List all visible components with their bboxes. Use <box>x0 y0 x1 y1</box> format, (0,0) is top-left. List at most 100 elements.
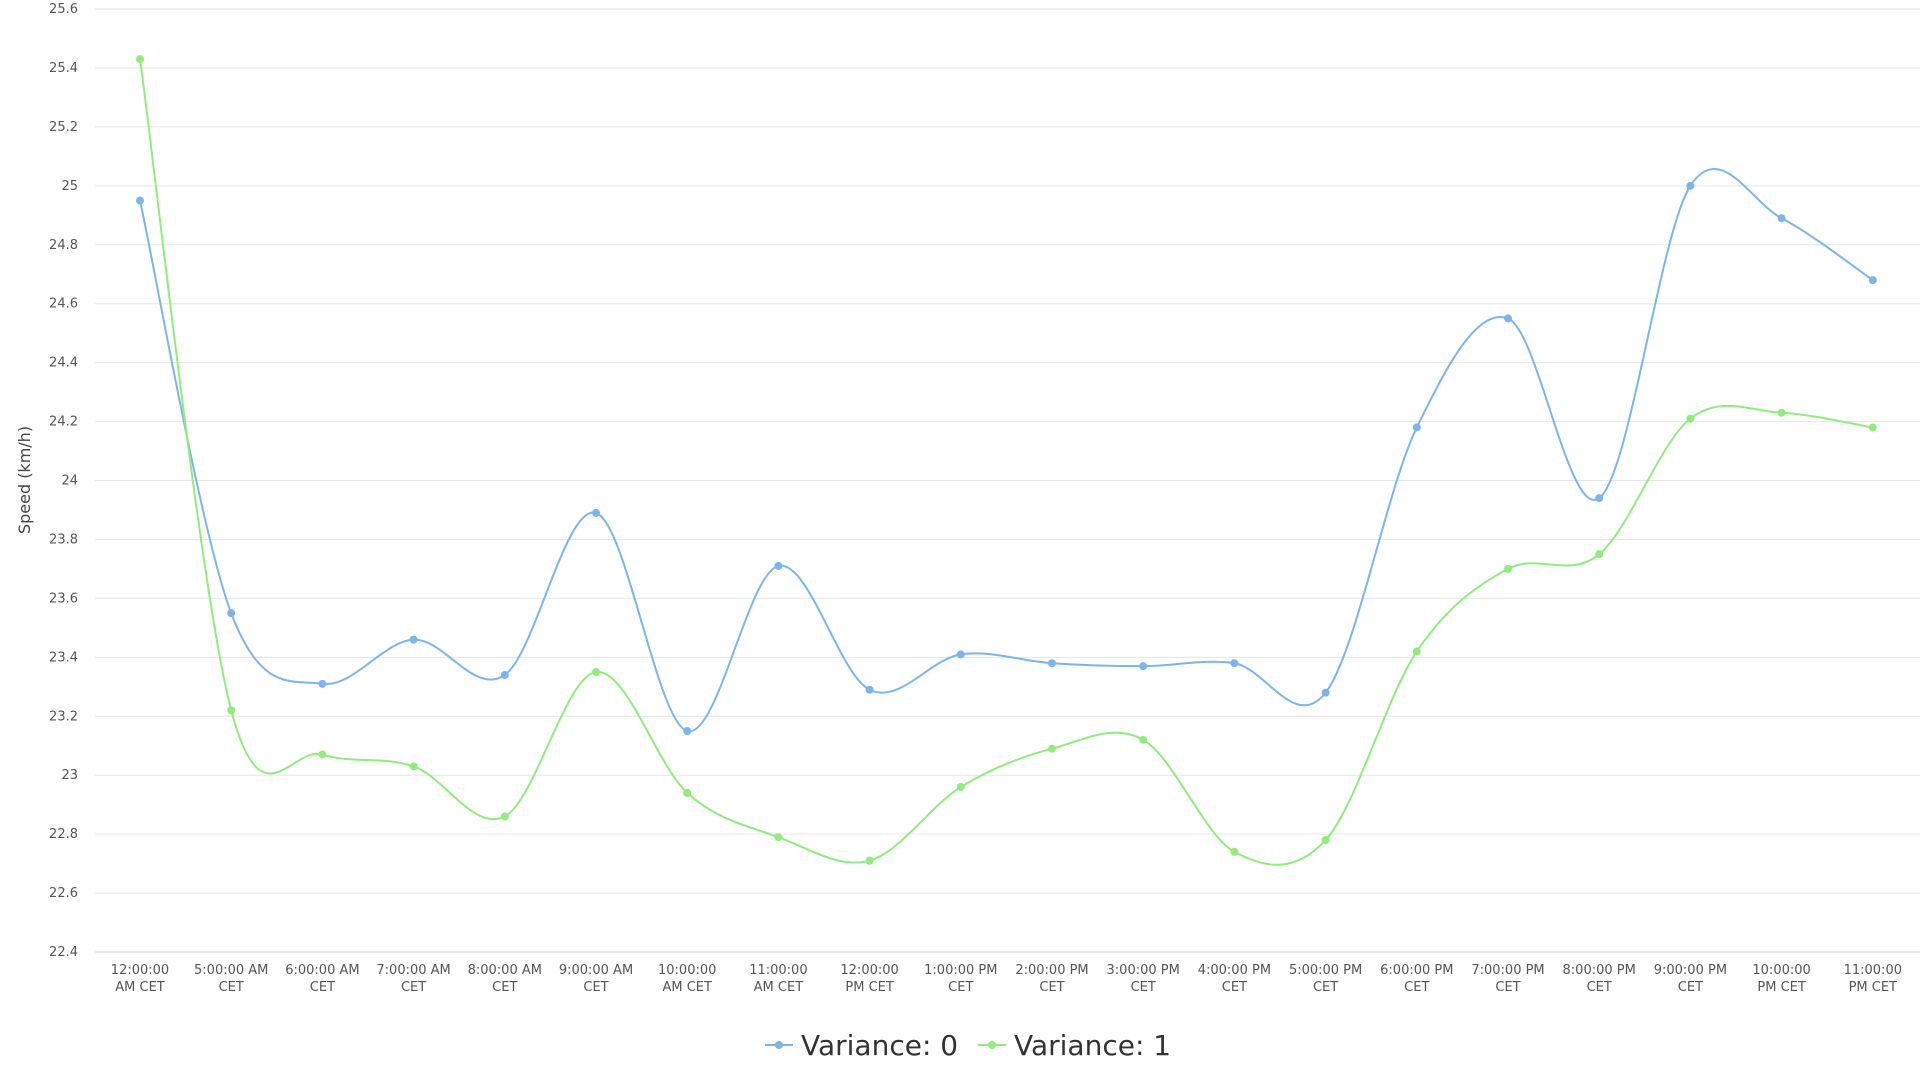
x-tick-label: 11:00:00 AM CET <box>749 963 807 995</box>
x-tick-label-line: 11:00:00 <box>1844 963 1902 978</box>
data-point[interactable] <box>1139 662 1147 670</box>
x-tick-label: 1:00:00 PM CET <box>924 963 997 995</box>
x-tick-label: 10:00:00 AM CET <box>658 963 716 995</box>
data-point[interactable] <box>1778 214 1786 222</box>
x-tick-label: 9:00:00 AM CET <box>559 963 633 995</box>
x-tick-label-line: PM CET <box>1849 980 1897 995</box>
data-point[interactable] <box>1595 550 1603 558</box>
data-point[interactable] <box>410 636 418 644</box>
y-axis-title: Speed (km/h) <box>15 426 34 534</box>
data-point[interactable] <box>774 833 782 841</box>
x-tick-label-line: 7:00:00 PM <box>1471 963 1544 978</box>
y-tick-label: 25 <box>61 179 78 194</box>
x-tick-label-line: PM CET <box>845 980 893 995</box>
data-point[interactable] <box>227 706 235 714</box>
data-point[interactable] <box>1504 565 1512 573</box>
y-tick-label: 25.2 <box>49 120 78 135</box>
x-tick-label-line: 5:00:00 PM <box>1289 963 1362 978</box>
data-point[interactable] <box>957 783 965 791</box>
x-tick-label-line: 10:00:00 <box>1752 963 1810 978</box>
x-tick-label-line: CET <box>1222 980 1247 995</box>
x-tick-label: 8:00:00 PM CET <box>1563 963 1636 995</box>
y-tick-label: 24.2 <box>49 415 78 430</box>
data-point[interactable] <box>1686 415 1694 423</box>
data-point[interactable] <box>1230 848 1238 856</box>
data-point[interactable] <box>957 650 965 658</box>
x-tick-label-line: CET <box>1313 980 1338 995</box>
x-tick-label-line: 6:00:00 PM <box>1380 963 1453 978</box>
x-tick-label-line: AM CET <box>662 980 712 995</box>
x-tick-label-line: 5:00:00 AM <box>194 963 268 978</box>
x-tick-label: 6:00:00 AM CET <box>285 963 359 995</box>
y-tick-label: 24.4 <box>49 356 78 371</box>
x-tick-label-line: AM CET <box>754 980 804 995</box>
data-point[interactable] <box>866 857 874 865</box>
x-tick-label-line: CET <box>1587 980 1612 995</box>
data-point[interactable] <box>501 671 509 679</box>
x-tick-label-line: 3:00:00 PM <box>1107 963 1180 978</box>
x-tick-label-line: CET <box>401 980 426 995</box>
data-point[interactable] <box>318 680 326 688</box>
x-axis-tick-labels: 12:00:00 AM CET 5:00:00 AM CET 6:00:00 AM CET… <box>111 963 1902 995</box>
y-tick-label: 23 <box>61 768 78 783</box>
data-point[interactable] <box>1869 276 1877 284</box>
x-tick-label-line: CET <box>1495 980 1520 995</box>
legend-item[interactable]: Variance: 1 <box>978 1029 1171 1062</box>
data-point[interactable] <box>136 197 144 205</box>
legend[interactable]: Variance: 0 Variance: 1 <box>765 1029 1171 1062</box>
x-tick-label-line: CET <box>583 980 608 995</box>
data-point[interactable] <box>410 762 418 770</box>
legend-marker <box>775 1041 783 1049</box>
y-tick-label: 24 <box>61 474 78 489</box>
x-tick-label: 9:00:00 PM CET <box>1654 963 1727 995</box>
data-point[interactable] <box>1869 423 1877 431</box>
series-layer <box>136 55 1877 865</box>
x-tick-label: 6:00:00 PM CET <box>1380 963 1453 995</box>
series-line <box>140 59 1873 865</box>
data-point[interactable] <box>1778 409 1786 417</box>
x-tick-label-line: 4:00:00 PM <box>1198 963 1271 978</box>
legend-label: Variance: 1 <box>1014 1029 1171 1062</box>
data-point[interactable] <box>318 751 326 759</box>
data-point[interactable] <box>1413 647 1421 655</box>
data-point[interactable] <box>1322 836 1330 844</box>
data-point[interactable] <box>774 562 782 570</box>
x-tick-label-line: 10:00:00 <box>658 963 716 978</box>
data-point[interactable] <box>683 727 691 735</box>
x-tick-label-line: PM CET <box>1757 980 1805 995</box>
data-point[interactable] <box>136 55 144 63</box>
data-point[interactable] <box>866 686 874 694</box>
legend-label: Variance: 0 <box>801 1029 958 1062</box>
legend-item[interactable]: Variance: 0 <box>765 1029 958 1062</box>
data-point[interactable] <box>592 668 600 676</box>
data-point[interactable] <box>1048 659 1056 667</box>
x-tick-label: 11:00:00 PM CET <box>1844 963 1902 995</box>
data-point[interactable] <box>1413 423 1421 431</box>
data-point[interactable] <box>501 812 509 820</box>
x-tick-label: 12:00:00 PM CET <box>840 963 898 995</box>
data-point[interactable] <box>1230 659 1238 667</box>
x-tick-label-line: 8:00:00 AM <box>468 963 542 978</box>
data-point[interactable] <box>1504 314 1512 322</box>
data-point[interactable] <box>1048 745 1056 753</box>
data-point[interactable] <box>1595 494 1603 502</box>
x-tick-label: 5:00:00 AM CET <box>194 963 268 995</box>
data-point[interactable] <box>1686 182 1694 190</box>
x-tick-label-line: 2:00:00 PM <box>1015 963 1088 978</box>
x-tick-label-line: CET <box>1678 980 1703 995</box>
x-tick-label-line: 12:00:00 <box>111 963 169 978</box>
data-point[interactable] <box>1139 736 1147 744</box>
data-point[interactable] <box>1322 689 1330 697</box>
data-point[interactable] <box>227 609 235 617</box>
x-tick-label-line: 12:00:00 <box>840 963 898 978</box>
series-0 <box>136 169 1877 735</box>
data-point[interactable] <box>683 789 691 797</box>
y-tick-label: 23.6 <box>49 591 78 606</box>
y-tick-label: 22.4 <box>49 945 78 960</box>
x-tick-label: 2:00:00 PM CET <box>1015 963 1088 995</box>
data-point[interactable] <box>592 509 600 517</box>
y-tick-label: 22.6 <box>49 886 78 901</box>
y-tick-label: 25.4 <box>49 61 78 76</box>
x-tick-label-line: CET <box>310 980 335 995</box>
